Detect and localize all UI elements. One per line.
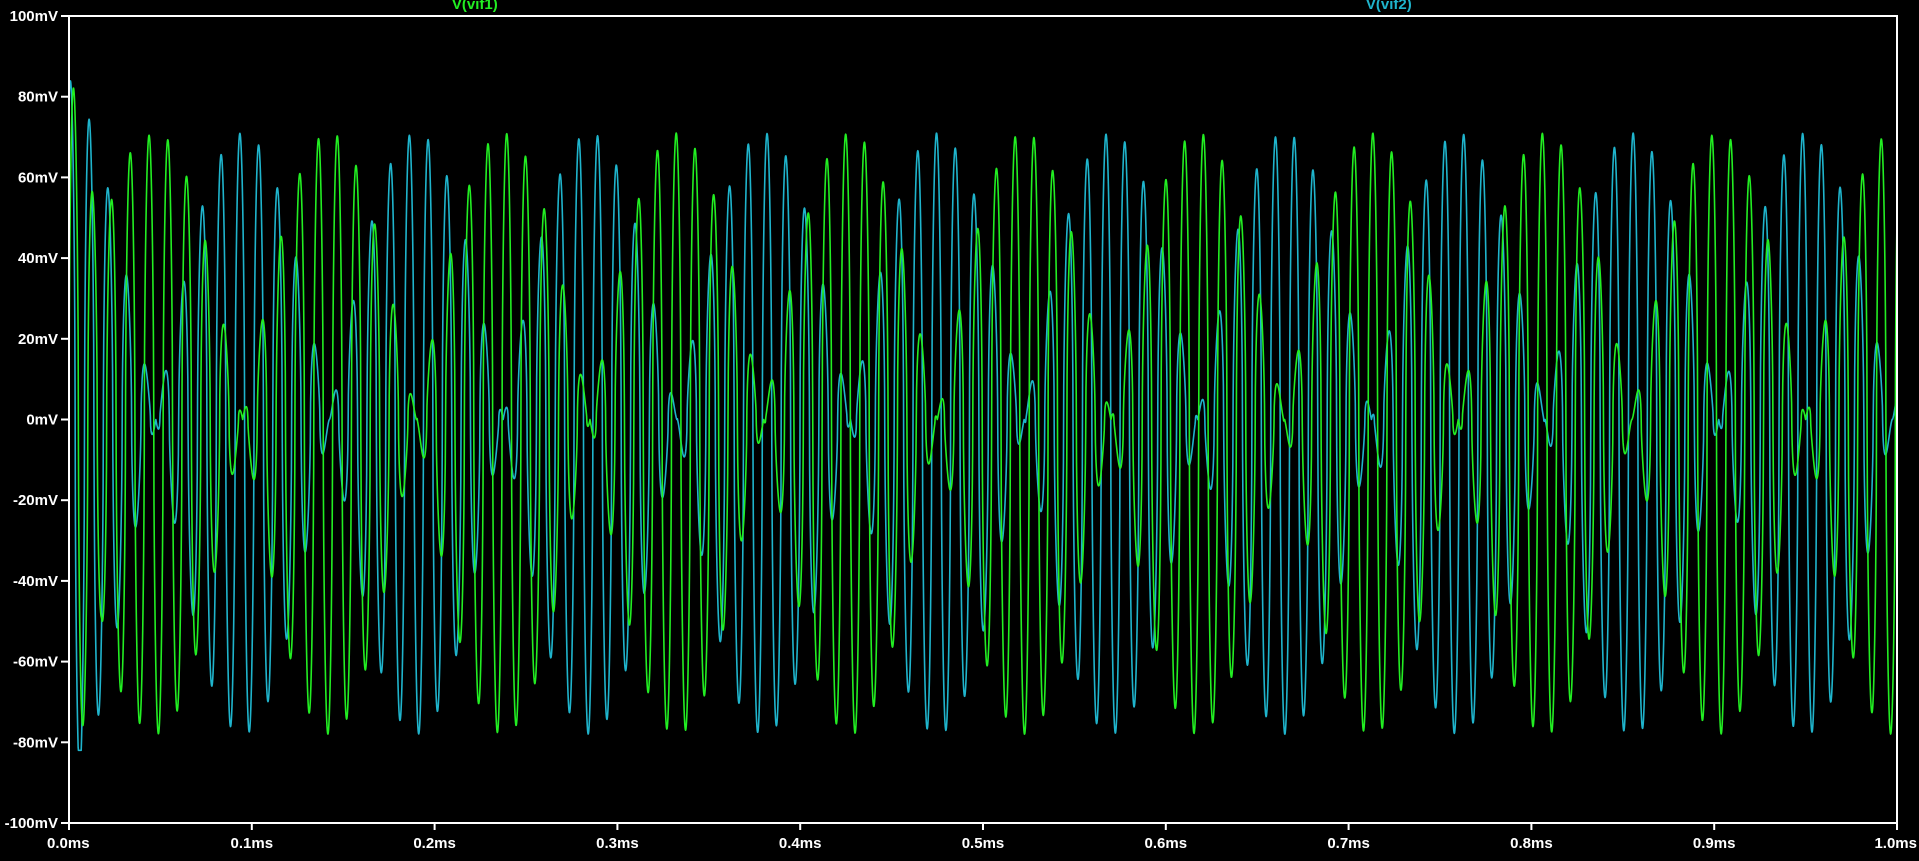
x-tick-label: 0.8ms — [1510, 835, 1553, 852]
traces-layer — [68, 80, 1898, 752]
y-tick-label: -100mV — [5, 815, 58, 832]
y-tick-label: -20mV — [13, 492, 58, 509]
x-tick-label: 0.1ms — [231, 835, 274, 852]
y-axis: 100mV 80mV 60mV 40mV 20mV 0mV -20mV -40mV -60mV -… — [5, 8, 69, 832]
x-tick-label: 0.0ms — [47, 835, 90, 852]
x-tick-label: 0.7ms — [1327, 835, 1370, 852]
y-tick-label: -60mV — [13, 654, 58, 671]
x-tick-label: 0.4ms — [779, 835, 822, 852]
y-tick-label: 40mV — [18, 250, 58, 267]
y-tick-label: 80mV — [18, 89, 58, 106]
y-tick-label: 100mV — [10, 8, 58, 25]
x-axis: 0.0ms 0.1ms 0.2ms 0.3ms 0.4ms 0.5ms 0.6ms 0.7ms… — [47, 823, 1917, 852]
x-tick-label: 0.2ms — [413, 835, 456, 852]
trace-v-vif1 — [68, 87, 1898, 735]
legend: V(vif1) V(vif2) — [452, 0, 1412, 13]
x-tick-label: 0.3ms — [596, 835, 639, 852]
y-tick-label: -80mV — [13, 734, 58, 751]
x-tick-label: 0.9ms — [1693, 835, 1736, 852]
x-tick-label: 0.5ms — [962, 835, 1005, 852]
y-tick-label: 60mV — [18, 169, 58, 186]
y-tick-label: 0mV — [26, 412, 58, 429]
y-tick-label: -40mV — [13, 573, 58, 590]
x-tick-label: 0.6ms — [1145, 835, 1188, 852]
legend-entry: V(vif1) — [452, 0, 498, 13]
legend-entry: V(vif2) — [1366, 0, 1412, 13]
y-tick-label: 20mV — [18, 331, 58, 348]
x-tick-label: 1.0ms — [1874, 835, 1917, 852]
